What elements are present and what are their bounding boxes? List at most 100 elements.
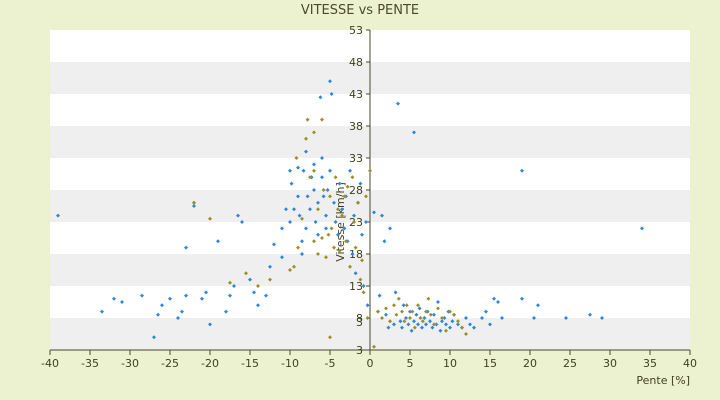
- data-point-series-2: [420, 319, 425, 324]
- data-point-series-1: [328, 168, 332, 173]
- data-point-series-1: [333, 220, 338, 224]
- data-point-series-1: [156, 312, 160, 317]
- data-point-series-2: [300, 216, 304, 221]
- data-point-series-1: [464, 316, 468, 320]
- x-tick-label: 35: [643, 357, 657, 370]
- data-point-series-1: [168, 296, 172, 301]
- data-point-series-1: [588, 312, 592, 317]
- data-point-series-2: [304, 136, 308, 141]
- data-point-series-1: [56, 213, 60, 218]
- data-point-series-2: [404, 303, 409, 308]
- data-point-series-1: [256, 303, 260, 308]
- data-point-series-1: [350, 252, 355, 256]
- data-point-series-2: [400, 309, 404, 314]
- y-tick-label: 3: [356, 316, 363, 329]
- data-point-series-1: [500, 316, 504, 320]
- data-point-series-2: [426, 296, 431, 301]
- data-point-series-1: [358, 181, 363, 186]
- data-point-series-2: [342, 194, 347, 199]
- data-point-series-1: [328, 79, 332, 84]
- data-point-series-2: [444, 328, 448, 333]
- data-point-series-1: [342, 226, 347, 231]
- data-point-series-2: [376, 309, 380, 314]
- data-point-series-1: [416, 322, 420, 327]
- data-point-series-2: [344, 239, 348, 244]
- data-point-series-2: [392, 303, 396, 308]
- data-point-series-1: [337, 181, 342, 186]
- y-tick-label: 33: [349, 152, 363, 165]
- data-point-series-2: [312, 168, 316, 173]
- data-point-series-1: [365, 303, 370, 308]
- data-point-series-1: [496, 300, 500, 304]
- x-tick-label: -5: [325, 357, 336, 370]
- x-tick-label: -40: [41, 357, 59, 370]
- data-point-series-1: [100, 309, 104, 314]
- data-point-series-1: [252, 290, 256, 295]
- data-point-series-2: [365, 316, 370, 320]
- data-point-series-2: [394, 312, 399, 317]
- data-point-series-1: [353, 271, 358, 276]
- data-point-series-1: [200, 296, 204, 301]
- data-point-series-1: [444, 322, 448, 327]
- data-point-series-2: [412, 325, 417, 330]
- data-point-series-1: [388, 226, 392, 231]
- data-point-series-2: [356, 200, 360, 205]
- data-point-series-1: [428, 319, 432, 324]
- data-point-series-1: [532, 316, 536, 320]
- data-point-series-1: [520, 296, 524, 301]
- data-point-series-2: [440, 316, 444, 320]
- data-point-series-2: [345, 184, 350, 189]
- data-point-series-1: [398, 319, 403, 324]
- data-point-series-1: [316, 200, 320, 205]
- data-point-series-1: [325, 188, 330, 192]
- data-point-series-1: [292, 207, 296, 212]
- x-tick-label: 10: [443, 357, 457, 370]
- data-point-series-2: [296, 245, 300, 250]
- data-point-series-1: [332, 200, 336, 205]
- data-point-series-2: [336, 207, 340, 212]
- data-point-series-1: [456, 322, 460, 327]
- x-tick-label: -10: [281, 357, 299, 370]
- y-tick-label: 28: [349, 184, 363, 197]
- data-point-series-1: [440, 319, 444, 324]
- data-point-series-1: [140, 293, 144, 298]
- data-point-series-2: [294, 156, 299, 160]
- x-tick-label: -30: [121, 357, 139, 370]
- data-point-series-1: [386, 325, 391, 330]
- data-point-series-1: [289, 181, 294, 186]
- data-point-series-1: [324, 213, 328, 218]
- data-point-series-1: [564, 316, 568, 320]
- data-point-series-2: [208, 216, 212, 221]
- y-tick-label: 48: [349, 56, 363, 69]
- data-point-series-2: [326, 232, 331, 237]
- data-point-series-1: [412, 319, 416, 324]
- data-point-series-1: [224, 309, 228, 314]
- data-point-series-1: [300, 239, 304, 244]
- data-point-series-1: [336, 232, 340, 237]
- x-tick-label: 25: [563, 357, 577, 370]
- data-point-series-1: [492, 296, 496, 301]
- data-point-series-1: [468, 322, 472, 327]
- data-point-series-1: [432, 312, 436, 317]
- data-point-series-2: [350, 175, 355, 180]
- data-point-series-1: [434, 322, 439, 327]
- data-point-series-1: [296, 194, 300, 199]
- data-point-series-2: [340, 213, 344, 218]
- x-tick-label: 20: [523, 357, 537, 370]
- data-point-series-1: [240, 220, 244, 224]
- data-point-series-1: [438, 328, 443, 333]
- data-point-series-2: [460, 325, 464, 330]
- data-point-series-1: [600, 316, 604, 320]
- x-tick-label: 0: [367, 357, 374, 370]
- data-point-series-1: [393, 290, 398, 295]
- data-point-series-1: [304, 149, 308, 154]
- data-point-series-2: [380, 316, 384, 320]
- x-tick-label: -35: [81, 357, 99, 370]
- data-point-series-1: [520, 168, 524, 173]
- data-point-series-1: [228, 293, 232, 298]
- data-point-series-2: [337, 248, 342, 253]
- y-tick-label: 13: [349, 280, 363, 293]
- data-point-series-1: [348, 168, 352, 173]
- chart-title: VITESSE vs PENTE: [300, 3, 420, 18]
- data-point-series-1: [320, 175, 324, 180]
